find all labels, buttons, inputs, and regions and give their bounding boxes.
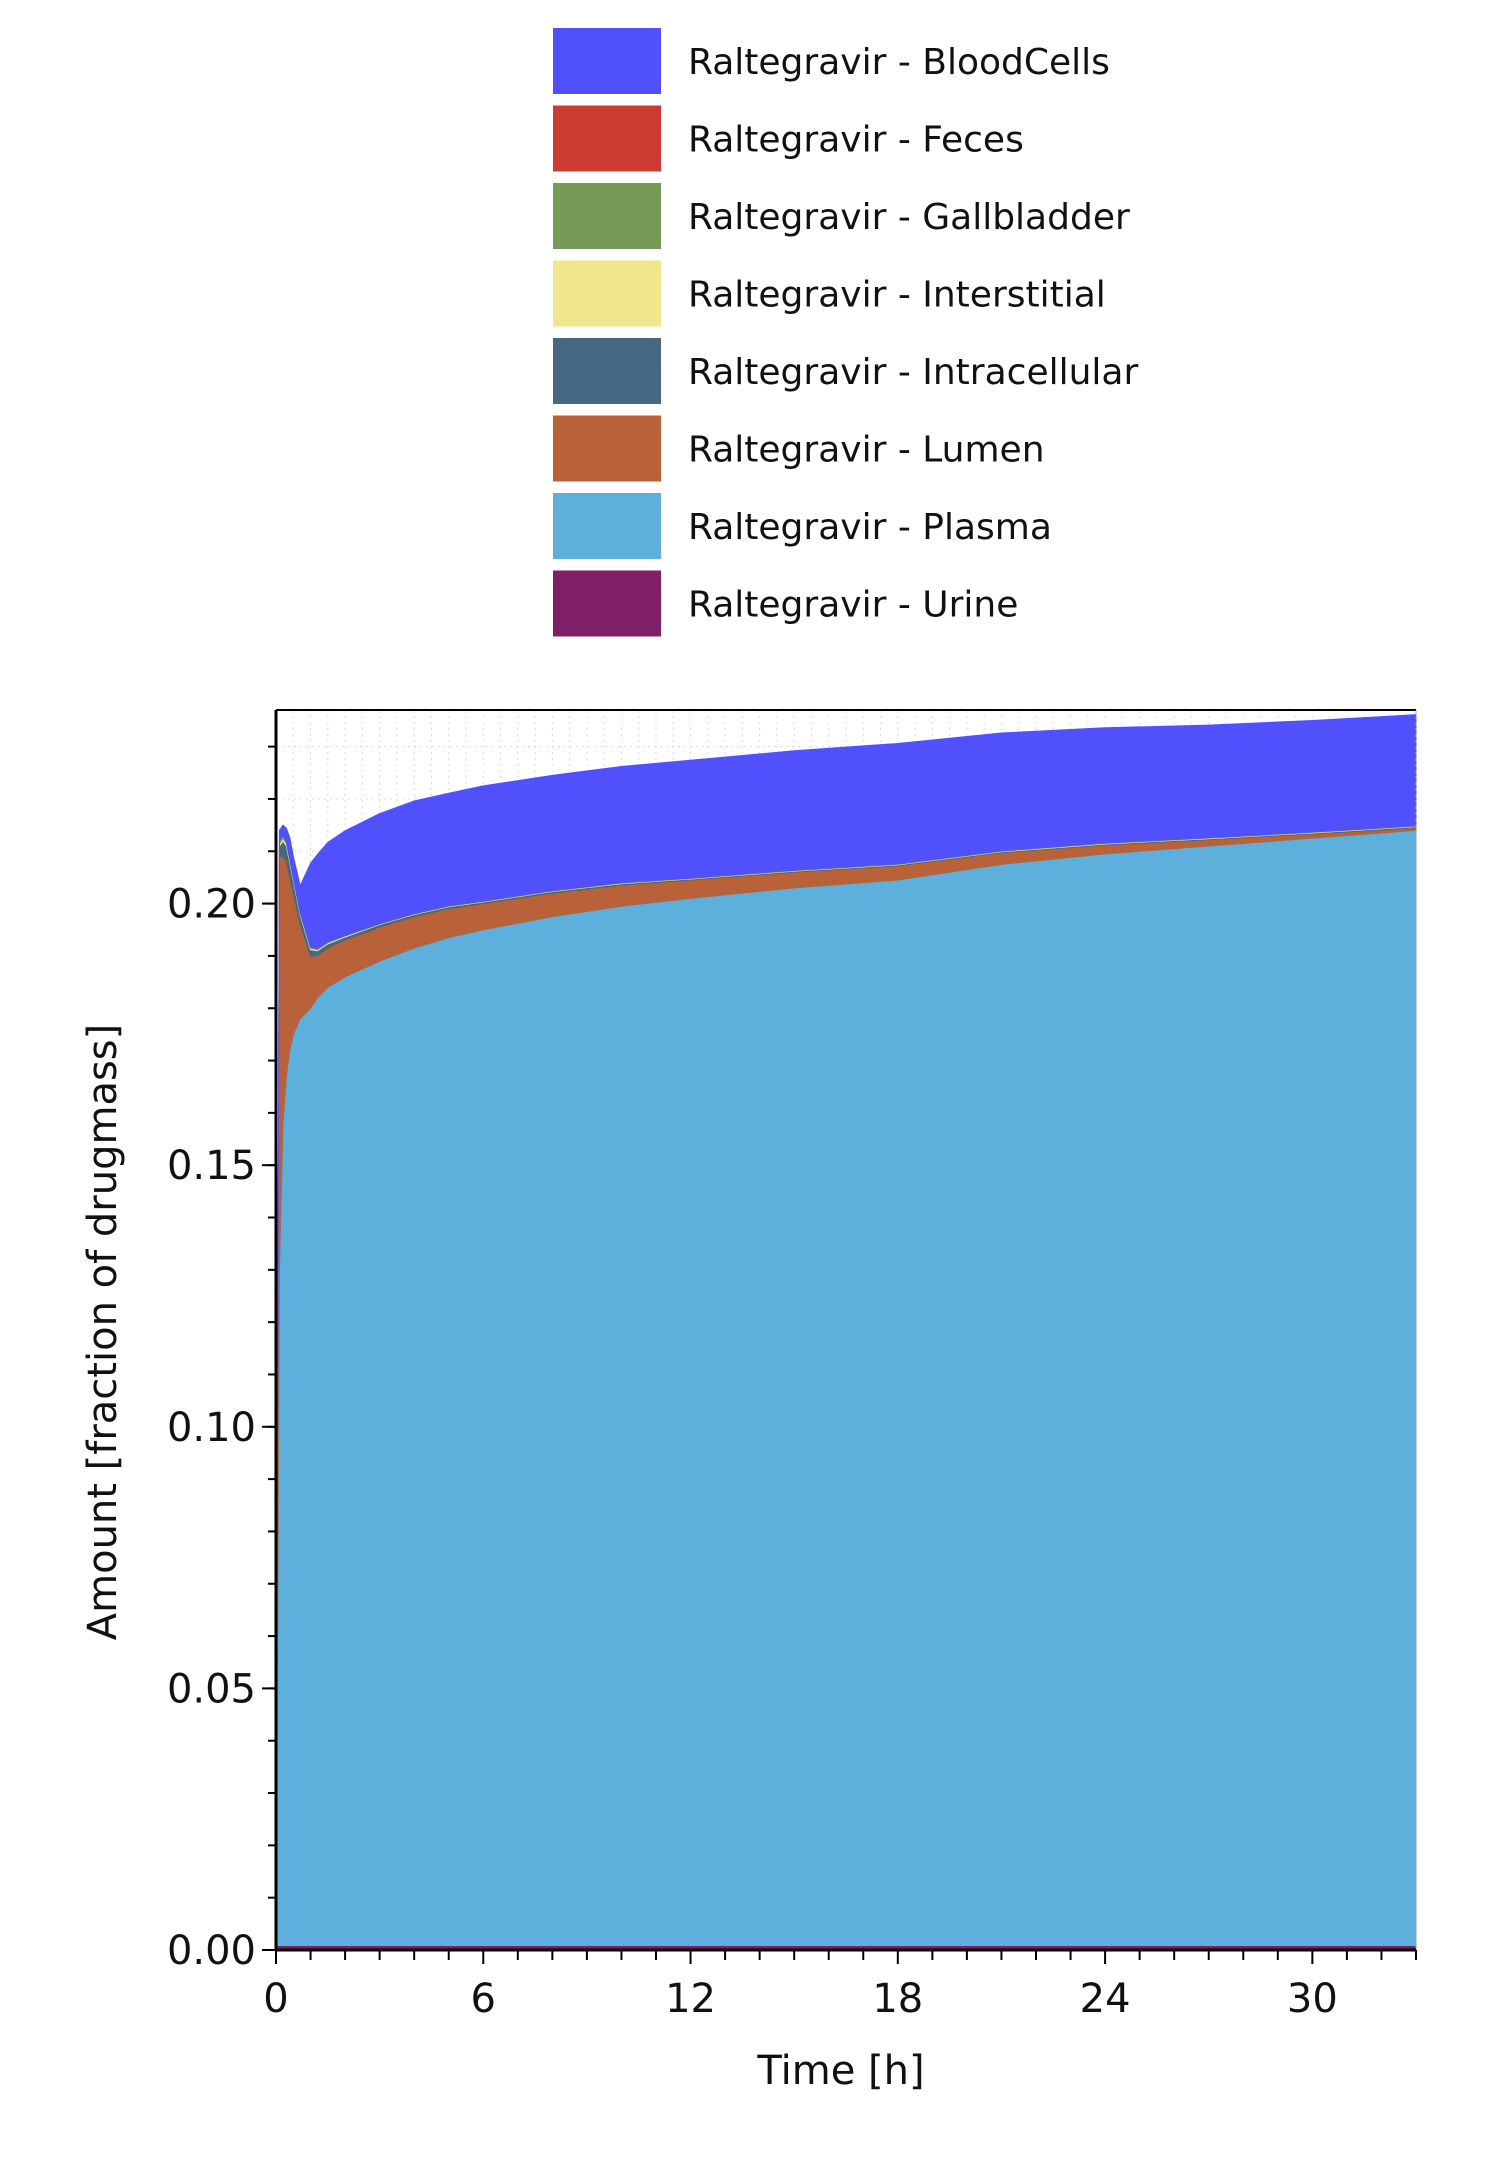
- legend-swatch-feces: [553, 105, 661, 172]
- legend-swatch-interstitial: [553, 260, 661, 327]
- x-tick-label: 24: [1080, 1976, 1131, 2022]
- legend: Raltegravir - BloodCells Raltegravir - Fe…: [553, 28, 1138, 637]
- legend-swatch-lumen: [553, 415, 661, 482]
- x-axis-title: Time [h]: [756, 2048, 924, 2094]
- y-tick-label: 0.20: [167, 882, 256, 928]
- y-tick-label: 0.00: [167, 1928, 256, 1974]
- x-tick-label: 0: [263, 1976, 288, 2022]
- y-tick-label: 0.15: [167, 1143, 256, 1189]
- legend-label-lumen: Raltegravir - Lumen: [688, 430, 1045, 471]
- x-tick-label: 12: [665, 1976, 716, 2022]
- legend-label-plasma: Raltegravir - Plasma: [688, 507, 1052, 548]
- x-tick-label: 30: [1287, 1976, 1338, 2022]
- y-tick-label: 0.05: [167, 1666, 256, 1712]
- legend-label-gallbladder: Raltegravir - Gallbladder: [688, 197, 1130, 238]
- legend-swatch-gallbladder: [553, 183, 661, 249]
- legend-label-feces: Raltegravir - Feces: [688, 120, 1024, 161]
- y-tick-label: 0.10: [167, 1405, 256, 1451]
- legend-swatch-urine: [553, 570, 661, 637]
- plot-areas: [275, 714, 1417, 1951]
- tick-labels: 0 6 12 18 24 30 0.00 0.05 0.10 0.15 0.20: [167, 882, 1338, 2022]
- legend-swatch-plasma: [553, 493, 661, 559]
- area-plasma: [275, 829, 1417, 1951]
- legend-label-interstitial: Raltegravir - Interstitial: [688, 275, 1106, 316]
- legend-label-bloodcells: Raltegravir - BloodCells: [688, 42, 1110, 83]
- legend-swatch-intracellular: [553, 338, 661, 404]
- legend-swatch-bloodcells: [553, 28, 661, 94]
- legend-label-urine: Raltegravir - Urine: [688, 585, 1018, 626]
- axes: [262, 709, 1417, 1964]
- y-axis-title: Amount [fraction of drugmass]: [80, 1024, 126, 1640]
- x-tick-label: 18: [872, 1976, 923, 2022]
- x-tick-label: 6: [471, 1976, 496, 2022]
- legend-label-intracellular: Raltegravir - Intracellular: [688, 352, 1138, 393]
